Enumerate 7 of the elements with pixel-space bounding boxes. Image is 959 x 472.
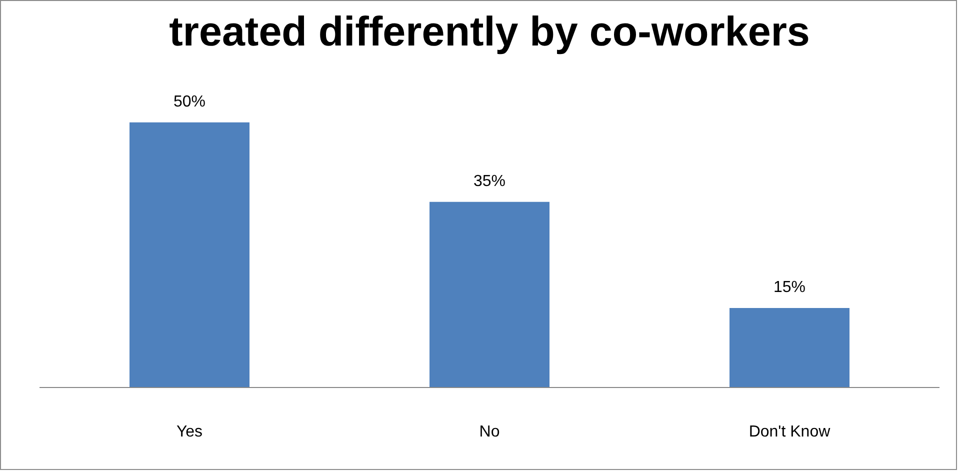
x-tick-label: Don't Know — [748, 424, 831, 440]
data-label: 35% — [473, 172, 506, 190]
chart-title: treated differently by co-workers — [169, 8, 810, 54]
x-tick-label: Yes — [176, 424, 203, 440]
data-label: 15% — [773, 278, 806, 296]
x-tick-label: No — [479, 424, 500, 440]
data-label: 50% — [173, 93, 206, 110]
